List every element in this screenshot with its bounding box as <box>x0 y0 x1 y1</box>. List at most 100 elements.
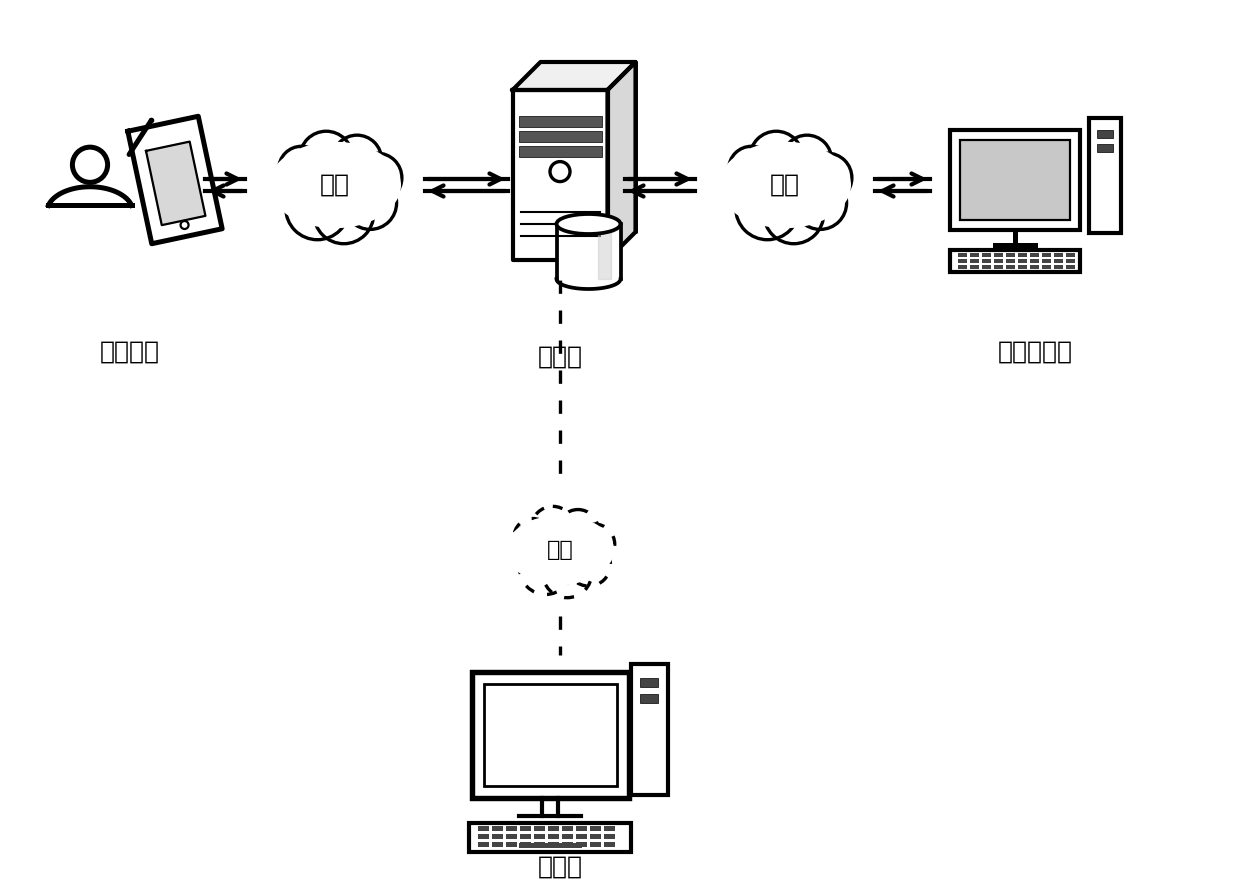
Circle shape <box>352 153 402 202</box>
Polygon shape <box>512 62 635 90</box>
Bar <box>1042 253 1052 257</box>
Polygon shape <box>512 90 608 260</box>
Polygon shape <box>598 224 611 279</box>
Bar <box>520 826 531 831</box>
Ellipse shape <box>557 214 620 234</box>
Bar <box>520 842 531 847</box>
Bar <box>548 826 559 831</box>
Circle shape <box>750 131 802 184</box>
Bar <box>577 842 587 847</box>
Bar <box>970 265 980 269</box>
Circle shape <box>782 135 832 185</box>
Ellipse shape <box>719 142 851 228</box>
Bar <box>534 826 546 831</box>
Bar <box>950 250 1080 272</box>
Bar <box>982 265 991 269</box>
Bar <box>970 253 980 257</box>
Circle shape <box>802 153 852 202</box>
Polygon shape <box>557 224 620 279</box>
Bar <box>604 826 615 831</box>
Bar <box>492 834 503 839</box>
Bar <box>518 131 601 142</box>
Circle shape <box>558 510 598 550</box>
Text: 网络: 网络 <box>320 173 350 197</box>
Bar <box>1006 259 1016 263</box>
Circle shape <box>300 131 352 184</box>
Bar <box>994 253 1003 257</box>
Text: 监控端: 监控端 <box>537 855 583 879</box>
Bar <box>950 130 1080 230</box>
Polygon shape <box>128 116 222 244</box>
Bar <box>548 834 559 839</box>
Bar <box>1066 253 1075 257</box>
Circle shape <box>520 543 572 594</box>
Bar <box>1030 253 1039 257</box>
Bar <box>1006 265 1016 269</box>
Bar <box>1030 259 1039 263</box>
Bar <box>959 253 967 257</box>
Bar <box>959 259 967 263</box>
Circle shape <box>343 177 397 229</box>
Bar <box>534 834 546 839</box>
Bar <box>518 116 601 126</box>
Bar <box>1089 118 1121 233</box>
Text: 网络: 网络 <box>770 173 800 197</box>
Bar <box>994 265 1003 269</box>
Bar <box>477 842 489 847</box>
Circle shape <box>567 543 610 586</box>
Bar <box>1097 144 1114 152</box>
Bar <box>1018 259 1027 263</box>
Circle shape <box>273 155 326 208</box>
Bar <box>1066 265 1075 269</box>
Bar <box>577 826 587 831</box>
Bar <box>1066 259 1075 263</box>
Bar <box>1030 265 1039 269</box>
Bar <box>631 664 668 795</box>
Polygon shape <box>608 62 635 260</box>
Bar <box>534 842 546 847</box>
Bar <box>484 684 618 786</box>
Circle shape <box>723 155 776 208</box>
Bar <box>506 826 517 831</box>
Bar <box>1054 265 1063 269</box>
Bar <box>1097 130 1114 138</box>
Circle shape <box>314 184 373 244</box>
Bar <box>604 842 615 847</box>
Bar <box>982 259 991 263</box>
Bar <box>562 834 573 839</box>
Bar <box>590 834 601 839</box>
Polygon shape <box>48 186 131 205</box>
Text: 网络: 网络 <box>547 540 573 560</box>
Text: 服务器: 服务器 <box>537 345 583 369</box>
Bar <box>1042 265 1052 269</box>
Bar <box>492 826 503 831</box>
Bar <box>469 823 631 852</box>
Circle shape <box>543 548 591 598</box>
Circle shape <box>513 519 552 556</box>
Bar <box>1018 253 1027 257</box>
Bar <box>590 842 601 847</box>
Bar <box>518 146 601 157</box>
Bar <box>970 259 980 263</box>
Bar <box>520 843 582 848</box>
Bar <box>1006 253 1016 257</box>
Polygon shape <box>541 62 635 232</box>
Circle shape <box>332 135 382 185</box>
Circle shape <box>735 177 799 240</box>
Bar <box>506 842 517 847</box>
Circle shape <box>531 506 574 549</box>
Ellipse shape <box>269 142 401 228</box>
Circle shape <box>729 146 775 192</box>
Text: 客户终端: 客户终端 <box>100 340 160 364</box>
Text: 坐席客户端: 坐席客户端 <box>997 340 1073 364</box>
Bar <box>577 834 587 839</box>
Circle shape <box>794 177 847 229</box>
Bar <box>604 834 615 839</box>
Bar <box>472 672 629 798</box>
Bar <box>960 140 1070 220</box>
Circle shape <box>510 525 553 569</box>
Bar <box>506 834 517 839</box>
Bar <box>1054 259 1063 263</box>
Polygon shape <box>146 142 206 225</box>
Bar <box>982 253 991 257</box>
